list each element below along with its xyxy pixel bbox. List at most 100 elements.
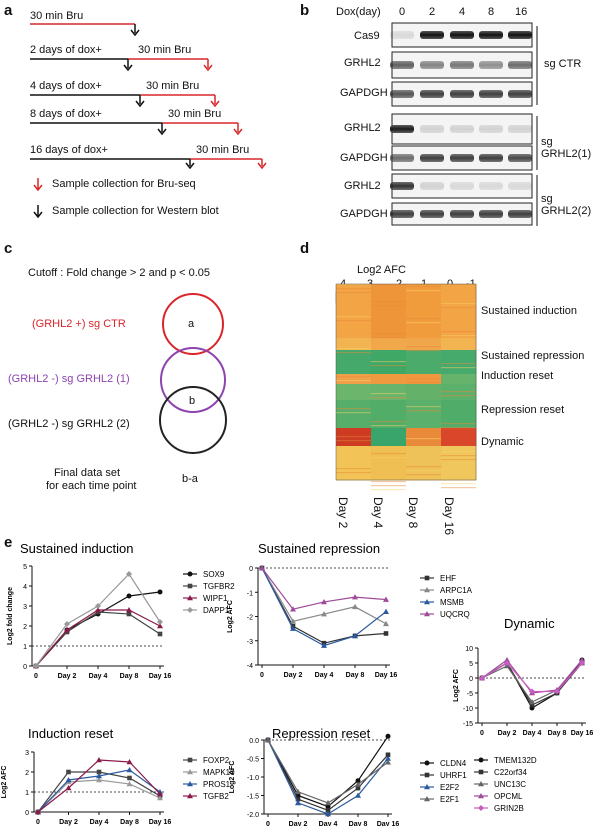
chart-point-4-0-3 xyxy=(355,778,361,784)
chart-point-4-0-2 xyxy=(325,804,331,810)
day-2: 2 xyxy=(429,6,436,18)
blot-gapdh-ctr-band-1 xyxy=(420,90,444,98)
heatmap-cell-3-1 xyxy=(371,374,407,385)
chart-point-0-0-4 xyxy=(157,589,163,595)
chart-legend-label-4-2: E2F2 xyxy=(440,783,460,792)
chart-legend-label-2-4: GRIN2B xyxy=(494,804,524,813)
heatmap-cell-2-3 xyxy=(441,350,477,375)
heatmap-stripe-17 xyxy=(371,453,406,455)
heatmap-cell-4-0 xyxy=(336,384,372,401)
chart-point-4-3-4 xyxy=(385,759,391,765)
chart-line-0-1 xyxy=(35,611,161,667)
circle-sg-grhl2-1 xyxy=(160,347,226,413)
heatmap-stripe-1 xyxy=(371,481,406,483)
blot-gapdh-g1-band-2 xyxy=(450,154,474,162)
chart-ytick-label-1-3: -3 xyxy=(247,639,253,646)
blot-cas9-band-1 xyxy=(420,31,444,39)
chart-point-3-3-0 xyxy=(35,809,41,815)
chart-point-1-3-1 xyxy=(290,606,296,612)
panel-label-b: b xyxy=(300,2,310,19)
timeline-row-5-dox: 16 days of dox+ xyxy=(30,144,108,156)
heatmap-stripe-0 xyxy=(336,284,371,286)
chart-point-3-3-4 xyxy=(157,791,163,797)
blot-gapdh-ctr-band-0 xyxy=(390,90,414,98)
chart-ytick-label-2-4: -10 xyxy=(463,706,473,713)
blot-cas9-band-3 xyxy=(479,31,503,39)
heatmap-cell-0-1 xyxy=(371,284,407,339)
chart-point-4-3-2 xyxy=(325,799,331,806)
chart-point-1-1-1 xyxy=(290,618,296,624)
heatmap-stripe-12 xyxy=(336,316,371,318)
heatmap-body xyxy=(335,283,477,491)
chart-legend-label-4-0: CLDN4 xyxy=(440,759,467,768)
blot-grhl2-ctr-band-3 xyxy=(479,61,503,69)
chart-xtick-label-4-0: 0 xyxy=(266,821,270,826)
chart-ytick-label-4-3: -1.5 xyxy=(247,794,259,801)
heatmap-stripe-25 xyxy=(371,333,406,335)
chart-ytick-label-0-5: 5 xyxy=(23,564,27,571)
heatmap-cell-0-2 xyxy=(406,284,442,339)
heatmap-cell-7-2 xyxy=(406,446,442,481)
chart-point-2-1-2 xyxy=(529,702,535,708)
chart-line-3-3 xyxy=(37,759,161,813)
chart-xtick-label-0-1: Day 2 xyxy=(58,673,77,680)
blot-grhl2-g2-band-3 xyxy=(479,182,503,190)
label-grhl2-minus-g1: (GRHL2 -) sg GRHL2 (1) xyxy=(8,373,130,385)
chart-point-4-2-1 xyxy=(295,799,301,806)
chart-ytick-label-1-0: 0 xyxy=(249,566,253,573)
chart-point-0-2-4 xyxy=(157,623,163,629)
blot-grhl2-ctr-band-4 xyxy=(508,61,532,69)
chart-ylabel-1: Log2 AFC xyxy=(227,600,234,633)
blot-gapdh-ctr-band-2 xyxy=(450,90,474,98)
chart-legend-label-0-0: SOX9 xyxy=(203,570,225,579)
heatmap-cell-7-3 xyxy=(441,446,477,481)
timeline-row-3-dox: 4 days of dox+ xyxy=(30,80,102,92)
final-value: b-a xyxy=(182,473,198,485)
blot-cas9-band-2 xyxy=(450,31,474,39)
chart-point-0-3-3 xyxy=(126,571,132,577)
chart-legend-label-0-2: WIPF1 xyxy=(203,594,228,603)
chart-title-0: Sustained induction xyxy=(20,541,133,556)
blot-grhl2-g2-band-0 xyxy=(390,182,414,190)
heatmap-cell-6-3 xyxy=(441,428,477,447)
chart-legend-label-4-3: E2F1 xyxy=(440,795,460,804)
chart-point-0-1-4 xyxy=(157,631,163,637)
colorbar-title: Log2 AFC xyxy=(357,264,406,276)
chart-legend-label-2-2: UNC13C xyxy=(494,780,526,789)
chart-xtick-label-1-3: Day 8 xyxy=(346,672,365,679)
chart-ytick-label-2-2: 0 xyxy=(469,676,473,683)
chart-legend-label-2-1: C22orf34 xyxy=(494,768,527,777)
heatmap-stripe-9 xyxy=(371,361,406,363)
final-data-line2: for each time point xyxy=(46,480,137,492)
chart-ytick-label-0-2: 2 xyxy=(23,624,27,631)
chart-point-4-0-4 xyxy=(385,733,391,739)
circle-sg-ctr xyxy=(162,293,224,355)
chart-ytick-label-3-1: 1 xyxy=(25,790,29,797)
chart-legend-marker-2-3 xyxy=(478,793,484,799)
heatmap-cell-5-1 xyxy=(371,400,407,429)
heatmap-stripe-44 xyxy=(336,472,371,474)
chart-title-2: Dynamic xyxy=(504,616,555,631)
chart-point-3-0-1 xyxy=(66,769,71,775)
heatmap-cell-1-3 xyxy=(441,338,477,351)
blot-gapdh-g1-band-3 xyxy=(479,154,503,162)
blot-cas9-band-4 xyxy=(508,31,532,39)
chart-legend-marker-3-0 xyxy=(187,757,193,763)
day-8: 8 xyxy=(488,6,495,18)
chart-point-4-2-2 xyxy=(325,811,331,817)
chart-legend-marker-1-2 xyxy=(424,599,430,605)
chart-xtick-label-1-0: 0 xyxy=(260,672,264,679)
heatmap-cell-4-1 xyxy=(371,384,407,401)
panel-label-c: c xyxy=(4,240,13,257)
heatmap-stripe-21 xyxy=(371,393,406,395)
chart-xtick-label-3-4: Day 16 xyxy=(149,819,172,826)
chart-legend-marker-2-1 xyxy=(478,769,484,775)
chart-xtick-label-0-2: Day 4 xyxy=(89,673,108,680)
chart-legend-marker-2-2 xyxy=(478,781,484,787)
chart-legend-label-0-3: DAPP1 xyxy=(203,606,230,615)
chart-point-1-2-3 xyxy=(352,632,358,639)
heatmap-stripe-43 xyxy=(441,487,476,489)
blot-gapdh-g1-band-4 xyxy=(508,154,532,162)
chart-line-0-2 xyxy=(35,609,161,667)
blot-gapdh-ctr-band-4 xyxy=(508,90,532,98)
